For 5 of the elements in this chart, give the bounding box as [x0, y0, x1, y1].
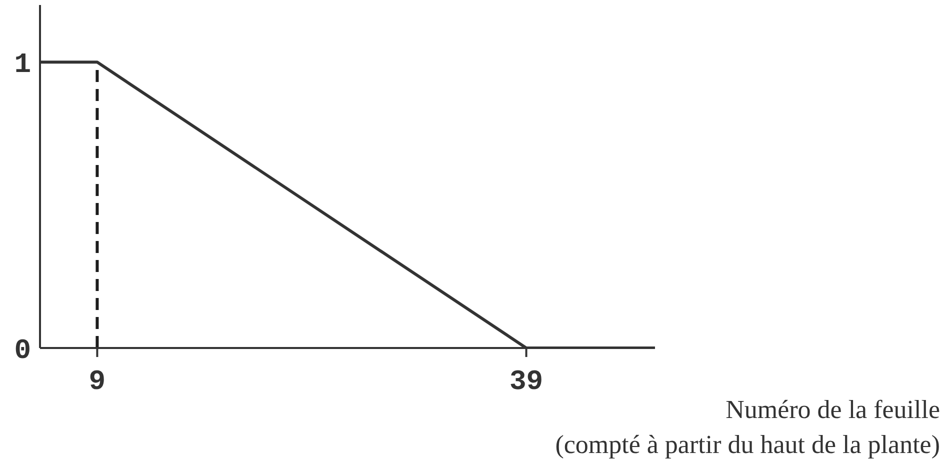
- y-tick-label: 0: [14, 336, 31, 367]
- x-tick-label: 9: [88, 366, 106, 398]
- x-axis-title: Numéro de la feuille (compté à partir du haut de la plante): [555, 394, 940, 461]
- y-tick-label: 1: [14, 50, 31, 82]
- x-tick-label: 39: [509, 366, 544, 398]
